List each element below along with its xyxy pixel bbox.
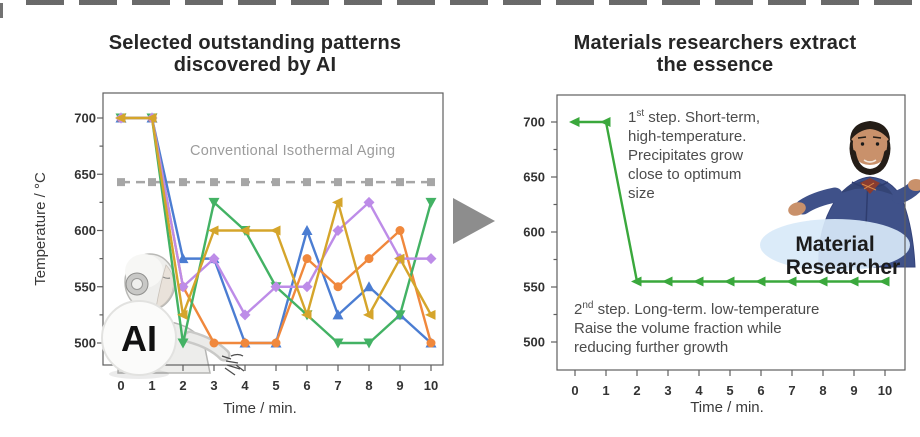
step2-ordinal: nd [582,300,594,311]
step1-lines: high-temperature. Precipitates grow close … [628,128,747,202]
cropped-edge-artifact [0,3,3,18]
step1-first-line: step. Short-term, [644,109,760,126]
x-tick-label: 10 [878,383,892,398]
step1-number: 1 [628,109,637,126]
x-tick-label: 9 [396,378,403,393]
ai-patterns-chart: 500 550 600 650 700 0 1 2 3 4 5 6 7 8 9 10 Time / min. Te… [20,75,450,430]
researcher-ellipse [760,219,910,271]
tick-labels: 500 550 600 650 700 0 1 2 3 4 5 6 7 8 9 10 [523,115,892,399]
x-tick-label: 0 [571,383,578,398]
y-tick-label: 650 [523,170,545,185]
y-tick-label: 600 [523,225,545,240]
step2-number: 2 [574,301,583,318]
conventional-isothermal-aging-label: Conventional Isothermal Aging [190,143,396,159]
x-axis-label: Time / min. [223,400,297,417]
tick-labels: 500 550 600 650 700 0 1 2 3 4 5 6 7 8 9 10 [74,111,438,394]
y-tick-label: 700 [523,115,545,130]
step2-annotation: 2nd step. Long-term. low-temperature Rai… [574,296,874,357]
robot-hand-sketch [221,353,245,376]
x-tick-label: 6 [303,378,310,393]
researcher-label-line2: Researcher [786,256,900,279]
step2-lines: Raise the volume fraction while reducing … [574,320,782,356]
left-panel-title: Selected outstanding patterns discovered … [45,32,465,76]
essence-plot: Material Researcher 500 550 600 650 700 0 1 2 3 4… [523,94,920,416]
x-tick-label: 9 [850,383,857,398]
x-tick-label: 8 [819,383,826,398]
x-tick-label: 8 [365,378,372,393]
y-tick-label: 700 [74,111,96,126]
y-tick-label: 600 [74,223,96,238]
ai-badge-label: AI [121,318,157,359]
x-tick-label: 3 [664,383,671,398]
y-tick-label: 500 [74,336,96,351]
x-tick-label: 3 [210,378,217,393]
step2-first-line: step. Long-term. low-temperature [593,301,820,318]
essence-chart: Material Researcher 500 550 600 650 700 0 1 2 3 4… [495,75,920,430]
y-tick-label: 550 [523,280,545,295]
left-title-line2: discovered by AI [173,53,337,76]
x-tick-label: 7 [334,378,341,393]
cropped-content-artifact [26,0,920,5]
x-tick-label: 6 [757,383,764,398]
ai-discovered-patterns-rendered: 500 550 600 650 700 0 1 2 3 4 5 6 7 8 9 10 Time / min. Te… [32,92,444,417]
right-panel-title: Materials researchers extract the essence [505,32,920,76]
x-tick-label: 4 [241,378,249,393]
x-axis-label: Time / min. [690,399,764,416]
axes [97,92,444,371]
x-tick-label: 4 [695,383,703,398]
right-title-line2: the essence [656,53,774,76]
researcher-label-line1: Material [795,233,874,256]
researcher-head [850,125,890,165]
ai-patterns-plot: 500 550 600 650 700 0 1 2 3 4 5 6 7 8 9 10 Time / min. Te… [32,92,444,417]
x-tick-label: 7 [788,383,795,398]
x-tick-label: 0 [117,378,124,393]
step1-annotation: 1st step. Short-term, high-temperature. P… [628,104,808,203]
x-tick-label: 2 [179,378,186,393]
left-title-line1: Selected outstanding patterns [108,31,402,54]
x-tick-label: 5 [726,383,733,398]
x-tick-label: 1 [148,378,155,393]
y-tick-label: 550 [74,279,96,294]
x-tick-label: 2 [633,383,640,398]
extracted-essence-rendered: 500 550 600 650 700 0 1 2 3 4 5 6 7 8 9 10 Time / min. [523,94,906,416]
robot-eye [162,276,171,279]
researcher-photo: Material Researcher [760,121,920,279]
axes [551,94,906,376]
researcher-left-palm [788,202,806,216]
researcher-beard [850,150,890,176]
x-tick-label: 10 [424,378,438,393]
series-two-step-aging-profile [569,117,890,287]
series-conventional-isothermal-aging [117,178,435,187]
plaid-collar [860,178,880,194]
right-title-line1: Materials researchers extract [573,31,857,54]
ai-badge: AI [101,300,177,379]
series-ai-pattern-gold [115,113,436,320]
x-tick-label: 1 [602,383,609,398]
x-tick-label: 5 [272,378,279,393]
y-tick-label: 500 [523,335,545,350]
y-tick-label: 650 [74,167,96,182]
transform-arrow-icon [451,196,497,246]
step1-ordinal: st [636,108,645,119]
y-axis-label: Temperature / °C [32,172,49,286]
